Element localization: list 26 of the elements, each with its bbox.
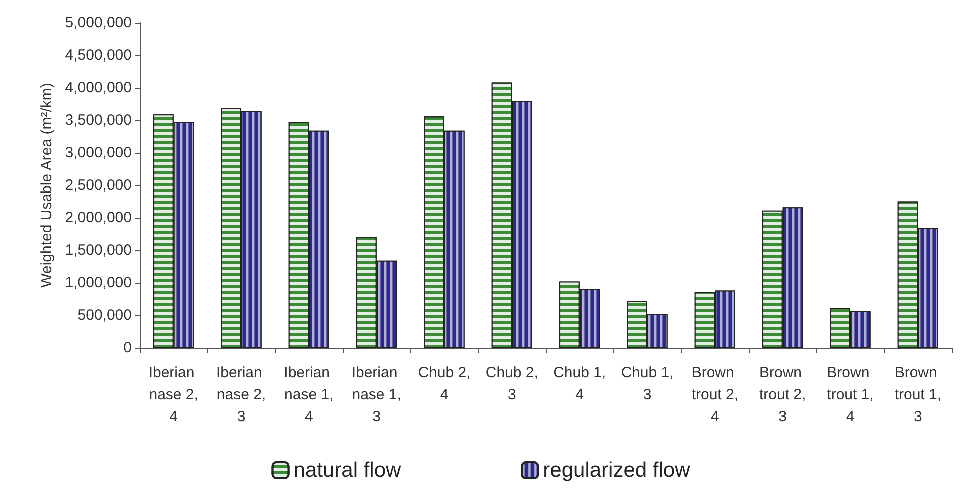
x-tick-label: Brown trout 2,3 <box>759 364 806 426</box>
legend-label: natural flow <box>294 459 402 482</box>
x-tick-label: Chub 2,3 <box>486 364 538 404</box>
x-tick-label: Iberian nase 1,4 <box>284 364 334 426</box>
y-tick-label: 1,000,000 <box>65 274 132 292</box>
y-tick-label: 4,500,000 <box>65 47 132 64</box>
x-tick-label: Chub 2,4 <box>418 364 471 404</box>
legend-label: regularized flow <box>543 459 692 482</box>
x-tick-label: Brown trout 2,4 <box>692 364 739 426</box>
x-tick-label: Brown trout 1,3 <box>894 364 942 426</box>
x-tick-label: Iberian nase 1,3 <box>352 364 402 426</box>
y-tick-label: 3,500,000 <box>65 112 132 129</box>
y-tick-label: 3,000,000 <box>65 144 132 162</box>
y-tick-label: 1,500,000 <box>65 242 132 259</box>
x-tick-label: Iberian nase 2,4 <box>148 364 199 426</box>
y-tick-label: 500,000 <box>78 307 132 324</box>
x-tick-label: Iberian nase 2,3 <box>216 364 267 426</box>
y-tick-label: 2,000,000 <box>65 210 132 226</box>
y-tick-label: 2,500,000 <box>65 177 132 194</box>
x-tick-label: Brown trout 1,4 <box>827 364 874 426</box>
y-tick-label: 4,000,000 <box>65 80 132 96</box>
x-tick-label: Chub 1,4 <box>554 364 606 404</box>
y-tick-label: 5,000,000 <box>65 14 132 32</box>
y-axis-title: Weighted Usable Area (m²/km) <box>38 83 56 288</box>
y-tick-label: 0 <box>124 340 132 356</box>
x-tick-label: Chub 1,3 <box>621 364 674 404</box>
